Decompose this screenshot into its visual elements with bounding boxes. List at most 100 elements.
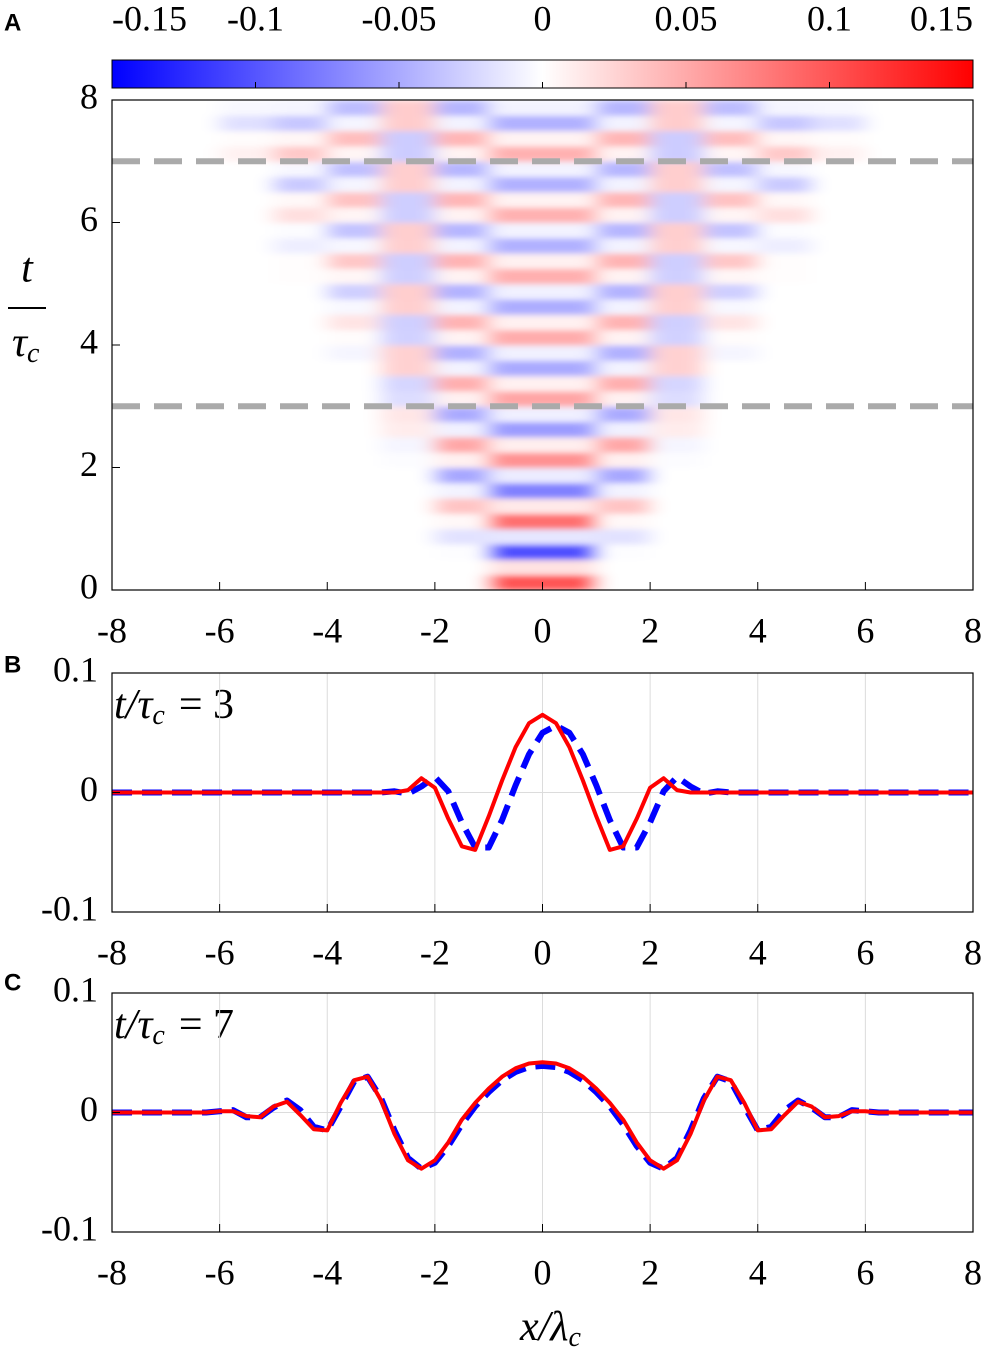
heatmap-cell bbox=[381, 513, 436, 530]
heatmap-cell bbox=[811, 314, 866, 331]
heatmap-cell bbox=[542, 115, 597, 132]
heatmap-cell bbox=[919, 253, 973, 269]
heatmap-cell bbox=[919, 528, 973, 545]
heatmap-cell bbox=[165, 130, 221, 147]
heatmap-cell bbox=[757, 299, 813, 315]
heatmap-cell bbox=[165, 268, 221, 285]
heatmap-cell bbox=[273, 513, 328, 530]
heatmap-cell bbox=[112, 467, 167, 484]
heatmap-cell bbox=[434, 559, 490, 576]
heatmap-cell bbox=[434, 299, 490, 315]
heatmap-cell bbox=[488, 207, 543, 223]
heatmap-cell bbox=[112, 544, 167, 560]
heatmap-cell bbox=[165, 115, 221, 132]
heatmap-cell bbox=[381, 191, 436, 208]
heatmap-cell bbox=[542, 544, 597, 560]
heatmap-cell bbox=[112, 176, 167, 193]
heatmap-cell bbox=[596, 100, 651, 116]
heatmap-cell bbox=[112, 390, 167, 407]
heatmap-cell bbox=[811, 467, 866, 484]
heatmap-cell bbox=[757, 207, 813, 223]
heatmap-cell bbox=[811, 237, 866, 254]
heatmap-cell bbox=[219, 498, 274, 514]
heatmap-cell bbox=[596, 544, 651, 560]
heatmap-cell bbox=[327, 100, 382, 116]
heatmap-cell bbox=[811, 115, 866, 132]
heatmap-cell bbox=[112, 498, 167, 514]
heatmap-cell bbox=[596, 176, 651, 193]
y-tick-label: 0.1 bbox=[53, 969, 98, 1009]
annotation-subscript: c bbox=[152, 1020, 165, 1051]
heatmap-cell bbox=[434, 360, 490, 377]
x-tick-label: 0 bbox=[534, 610, 552, 650]
heatmap-cell bbox=[381, 360, 436, 377]
heatmap-cell bbox=[165, 528, 221, 545]
heatmap-cell bbox=[703, 191, 759, 208]
y-tick-label: 4 bbox=[80, 321, 98, 361]
heatmap-cell bbox=[703, 207, 759, 223]
heatmap-cell bbox=[919, 299, 973, 315]
heatmap-cell bbox=[273, 421, 328, 438]
heatmap-cell bbox=[327, 467, 382, 484]
heatmap-cell bbox=[165, 253, 221, 269]
heatmap-cell bbox=[488, 390, 543, 407]
x-tick-label: 6 bbox=[856, 610, 874, 650]
heatmap-cell bbox=[165, 100, 221, 116]
heatmap-cell bbox=[488, 544, 543, 560]
heatmap-cell bbox=[381, 544, 436, 560]
heatmap-cell bbox=[703, 406, 759, 423]
heatmap-cell bbox=[596, 253, 651, 269]
annotation-value: = 7 bbox=[179, 1002, 234, 1048]
x-tick-label: -2 bbox=[420, 932, 450, 972]
heatmap-cell bbox=[542, 406, 597, 423]
heatmap-cell bbox=[112, 559, 167, 576]
x-tick-label: 6 bbox=[856, 932, 874, 972]
heatmap-cell bbox=[165, 176, 221, 193]
heatmap-cell bbox=[488, 268, 543, 285]
heatmap-cell bbox=[165, 390, 221, 407]
heatmap-cell bbox=[811, 375, 866, 392]
heatmap-cell bbox=[703, 482, 759, 499]
heatmap-cell bbox=[811, 421, 866, 438]
heatmap-cell bbox=[757, 436, 813, 453]
heatmap-cell bbox=[650, 513, 705, 530]
heatmap-cell bbox=[327, 130, 382, 147]
heatmap-cell bbox=[112, 436, 167, 453]
heatmap-cell bbox=[542, 314, 597, 331]
heatmap-cell bbox=[327, 513, 382, 530]
heatmap-cell bbox=[542, 559, 597, 576]
heatmap-cell bbox=[434, 100, 490, 116]
heatmap-cell bbox=[434, 513, 490, 530]
heatmap-cell bbox=[757, 528, 813, 545]
annotation: t/τc = 7 bbox=[114, 1002, 234, 1052]
heatmap-cell bbox=[434, 421, 490, 438]
heatmap-cell bbox=[865, 421, 920, 438]
heatmap-cell bbox=[219, 559, 274, 576]
heatmap-cell bbox=[112, 237, 167, 254]
heatmap-cell bbox=[165, 559, 221, 576]
heatmap-cell bbox=[273, 130, 328, 147]
heatmap-cell bbox=[273, 528, 328, 545]
heatmap-cell bbox=[703, 268, 759, 285]
heatmap-cell bbox=[165, 452, 221, 468]
series-line bbox=[112, 712, 973, 852]
heatmap-cell bbox=[865, 513, 920, 530]
heatmap-cell bbox=[757, 115, 813, 132]
heatmap-cell bbox=[112, 314, 167, 331]
heatmap-cell bbox=[219, 528, 274, 545]
heatmap-cell bbox=[273, 467, 328, 484]
heatmap-cell bbox=[703, 161, 759, 178]
heatmap-cell bbox=[650, 436, 705, 453]
heatmap-cell bbox=[596, 329, 651, 346]
heatmap-cell bbox=[596, 161, 651, 178]
heatmap-cell bbox=[488, 452, 543, 468]
heatmap-cell bbox=[112, 513, 167, 530]
heatmap-cell bbox=[703, 237, 759, 254]
heatmap-cell bbox=[542, 145, 597, 162]
heatmap-cell bbox=[542, 467, 597, 484]
heatmap-cell bbox=[650, 130, 705, 147]
heatmap-cell bbox=[165, 283, 221, 300]
heatmap-cell bbox=[488, 513, 543, 530]
heatmap-cell bbox=[381, 253, 436, 269]
heatmap-cell bbox=[434, 314, 490, 331]
